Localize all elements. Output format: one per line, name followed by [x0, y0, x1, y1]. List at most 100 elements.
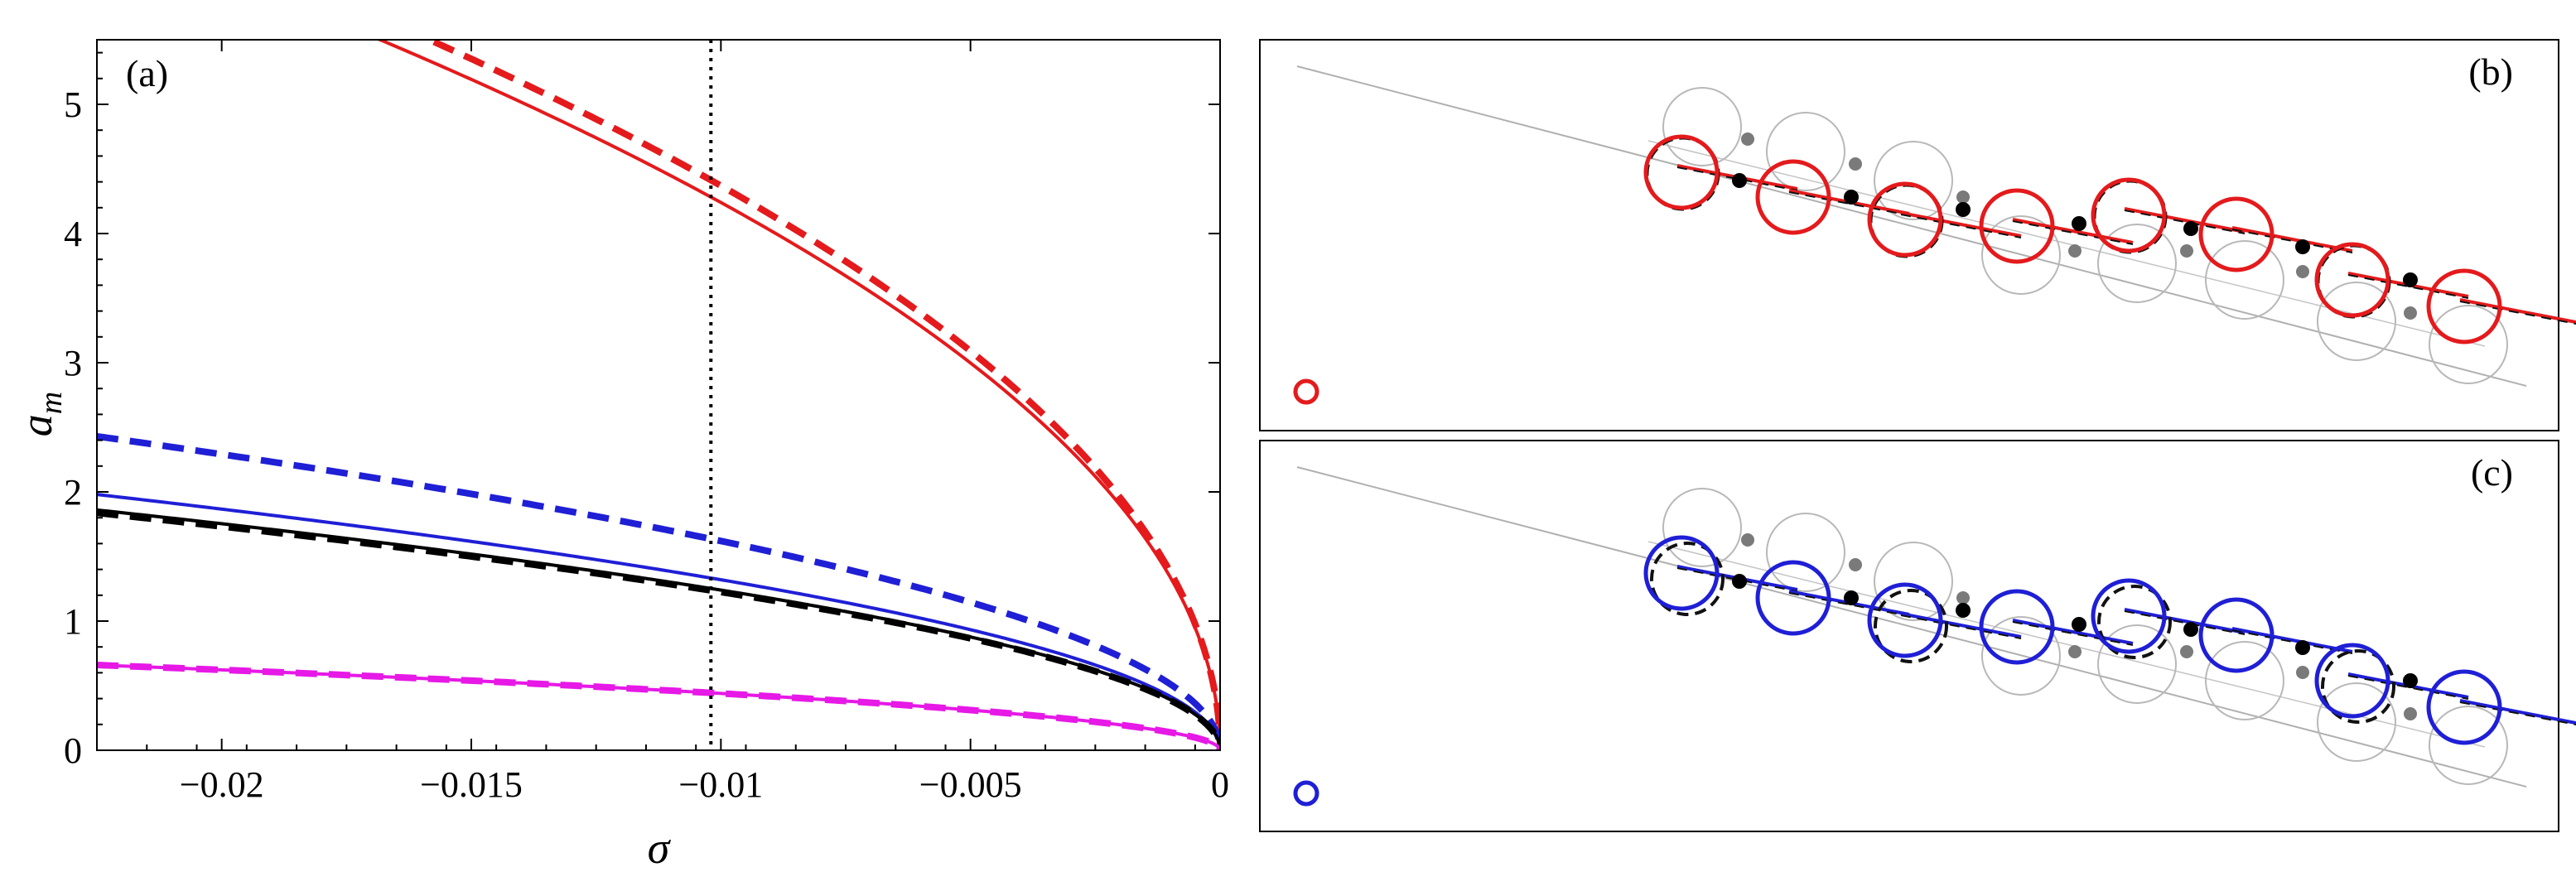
- ring-solid: [1755, 159, 1831, 235]
- rod-segment-dashed: [2347, 274, 2469, 299]
- rod-segment-dashed: [1788, 191, 1910, 216]
- legend-marker-blue-circle: [1293, 780, 1319, 807]
- joint-dot: [2183, 622, 2198, 637]
- y-tick-label: 5: [64, 84, 82, 125]
- rod-segment: [2012, 619, 2134, 645]
- rod-segment-dashed: [2012, 621, 2134, 646]
- panel-c-diagram: (c): [1259, 440, 2576, 832]
- panel-c-label: (c): [2471, 451, 2513, 494]
- ghost-dot: [2068, 244, 2082, 258]
- panel-b-frame: [1259, 39, 2559, 431]
- ghost-ring: [1766, 513, 1845, 592]
- ghost-dot: [1849, 157, 1862, 171]
- ring-solid: [2198, 196, 2275, 272]
- y-tick-label: 1: [64, 601, 82, 642]
- x-ticks: −0.02 −0.015 −0.01 −0.005 0: [96, 40, 1229, 805]
- ghost-dot: [1849, 558, 1862, 571]
- ring-dashed: [1874, 589, 1948, 663]
- reference-line: [1296, 65, 2527, 387]
- ring-solid: [2426, 669, 2502, 745]
- ghost-ring: [2317, 682, 2396, 762]
- ghost-dot: [1956, 591, 1970, 605]
- reference-line-inner: [1647, 140, 2486, 347]
- ghost-dot: [1956, 190, 1970, 204]
- ring-solid: [2314, 643, 2390, 719]
- ring-dashed: [2321, 649, 2395, 724]
- reference-line: [1296, 466, 2527, 788]
- rod-segment: [2459, 699, 2576, 725]
- joint-dot: [2403, 673, 2418, 688]
- joint-dot: [2295, 640, 2310, 655]
- ring-solid: [1643, 535, 1720, 611]
- ring-solid: [1643, 134, 1720, 210]
- y-axis-label-subscript: m: [34, 392, 69, 414]
- joint-dot: [2403, 272, 2418, 287]
- rod-segment-dashed: [1900, 214, 2022, 238]
- panel-a-series-group: [97, 40, 1220, 750]
- rod-segment: [2231, 226, 2353, 253]
- rod-segment-dashed: [2347, 675, 2469, 700]
- series-line-blue-dashed: [97, 432, 1220, 750]
- joint-dot: [1956, 202, 1971, 217]
- ghost-ring: [2317, 282, 2396, 361]
- ghost-ring: [1874, 141, 1953, 220]
- ghost-ring: [1874, 542, 1953, 621]
- series-line-red-dashed: [421, 40, 1220, 750]
- x-tick-label: −0.01: [678, 764, 763, 805]
- series-line-red-solid: [375, 40, 1220, 750]
- panel-c-frame: [1259, 440, 2559, 832]
- rod-segment-dashed: [2012, 220, 2134, 245]
- ghost-ring: [2429, 305, 2508, 384]
- ghost-ring: [1766, 112, 1845, 191]
- ring-solid: [2198, 597, 2275, 673]
- panel-a-frame: [96, 39, 1221, 751]
- panel-b-label: (b): [2468, 51, 2513, 93]
- ghost-dot: [2180, 244, 2193, 258]
- rod-segment: [2124, 207, 2246, 234]
- y-tick-label: 4: [64, 214, 82, 254]
- ghost-dot: [1741, 533, 1754, 547]
- rod-segment: [2459, 298, 2576, 325]
- rod-segment: [2012, 218, 2134, 244]
- ghost-ring: [1662, 87, 1742, 166]
- rod-segment-dashed: [1788, 592, 1910, 617]
- rod-segment-dashed: [2124, 610, 2246, 635]
- ring-dashed: [1650, 542, 1725, 616]
- series-line-black-dashed: [97, 509, 1220, 750]
- ghost-ring: [2097, 224, 2177, 303]
- series-line-magenta-solid: [97, 663, 1220, 750]
- ring-solid: [2426, 268, 2502, 344]
- rod-segment: [2124, 608, 2246, 634]
- ghost-dot: [2296, 265, 2309, 278]
- ring-solid: [1867, 181, 1943, 258]
- rod-segment-dashed: [2459, 301, 2576, 325]
- joint-dot: [2295, 239, 2310, 254]
- series-line-magenta-dashed: [97, 662, 1220, 750]
- ring-solid: [2314, 242, 2390, 318]
- ghost-ring: [1662, 488, 1742, 567]
- ring-solid: [1755, 560, 1831, 636]
- ring-solid: [1979, 188, 2055, 264]
- y-tick-label: 3: [64, 343, 82, 383]
- rod-segment-dashed: [2124, 210, 2246, 234]
- ghost-ring: [1981, 215, 2061, 295]
- x-tick-label: 0: [1211, 764, 1229, 805]
- ghost-dot: [2296, 666, 2309, 679]
- joint-dot: [1732, 574, 1747, 589]
- series-line-blue-solid: [97, 493, 1220, 750]
- ring-solid: [2091, 177, 2167, 253]
- y-tick-label: 2: [64, 472, 82, 513]
- rod-segment-dashed: [2459, 701, 2576, 726]
- ghost-dot: [2404, 306, 2417, 320]
- x-tick-label: −0.02: [180, 764, 264, 805]
- joint-dot: [2072, 617, 2086, 632]
- ghost-dot: [2068, 645, 2082, 658]
- x-tick-label: −0.015: [420, 764, 523, 805]
- y-axis-label: am: [12, 392, 69, 436]
- legend-marker-red-circle: [1293, 378, 1319, 405]
- joint-dot: [1844, 590, 1859, 605]
- panel-b-diagram: (b): [1259, 39, 2576, 431]
- rod-segment-dashed: [1676, 567, 1798, 592]
- joint-dot: [1732, 173, 1747, 188]
